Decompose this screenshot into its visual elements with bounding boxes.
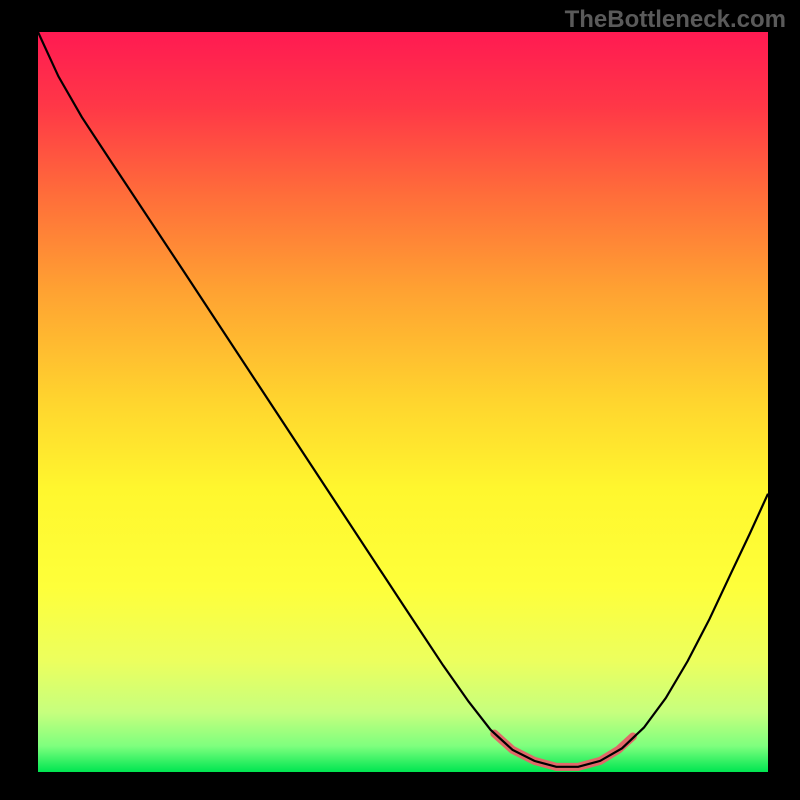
chart-plot-area	[38, 32, 768, 772]
chart-svg	[38, 32, 768, 772]
chart-background	[38, 32, 768, 772]
watermark-text: TheBottleneck.com	[565, 6, 786, 34]
